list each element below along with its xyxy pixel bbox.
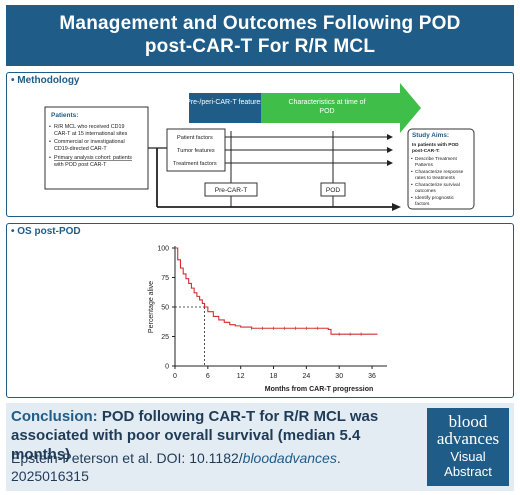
patients-title: Patients:	[51, 112, 78, 119]
arrow-pre-car-t	[189, 93, 261, 123]
conclusion-text: Conclusion: POD following CAR-T for R/R …	[11, 407, 421, 464]
aim-3a: Characterize survival	[415, 182, 460, 188]
svg-text:•: •	[411, 157, 413, 162]
study-aims-box	[407, 128, 475, 210]
conclusion-label: Conclusion:	[11, 408, 98, 425]
arrow-pod-label-1: Characteristics at time of	[288, 99, 365, 106]
arrow-pod	[261, 83, 421, 133]
methodology-diagram: Patients: • R/R MCL who received CD19 CA…	[44, 83, 475, 211]
aim-2b: rates to treatments	[415, 175, 456, 181]
aims-title: Study Aims:	[412, 132, 449, 139]
y-tick-label-100: 100	[157, 246, 169, 253]
y-tick-label-0: 0	[165, 364, 169, 371]
svg-text:•: •	[411, 196, 413, 201]
arrow-pre-label: Pre-/peri-CAR-T features	[186, 99, 264, 106]
pre-car-t-label: Pre-CAR-T	[215, 187, 248, 194]
header-title-line2: post-CAR-T For R/R MCL	[144, 36, 376, 57]
factors-box	[166, 128, 226, 172]
x-tick-label-36: 36	[368, 373, 376, 380]
methodology-panel: • Methodology Patients: • R/R MCL who re…	[6, 72, 514, 217]
survival-curve-0	[175, 247, 378, 335]
x-tick-label-18: 18	[270, 373, 278, 380]
y-tick-label-75: 75	[161, 275, 169, 282]
patients-line-6: with POD post CAR-T	[53, 162, 107, 168]
x-axis-label: Months from CAR-T progression	[265, 386, 374, 393]
svg-text:•: •	[411, 170, 413, 175]
os-panel: • OS post-POD 0 25 50 75 100 0 6 12 18 24 30 36 Mont…	[6, 223, 514, 398]
citation: Epstein-Peterson et al. DOI: 10.1182/blo…	[11, 450, 341, 484]
arrow-pod-label-2: POD	[319, 108, 334, 115]
aim-2a: Characterize response	[415, 169, 464, 175]
journal-name: bloodadvances	[242, 450, 337, 466]
factor-1: Patient factors	[177, 135, 213, 141]
km-chart: 0 25 50 75 100 0 6 12 18 24 30 36 Months from CAR-T …	[148, 246, 387, 393]
factor-2: Tumor features	[177, 148, 215, 154]
conclusion-body: POD following CAR-T for R/R MCL was asso…	[11, 408, 379, 463]
aim-3b: outcomes	[415, 188, 436, 194]
y-tick-label-25: 25	[161, 334, 169, 341]
pre-car-t-box	[204, 182, 258, 197]
header-title-line1: Management and Outcomes Following POD	[59, 13, 461, 34]
aim-4a: Identify prognostic	[415, 195, 455, 201]
x-tick-label-12: 12	[237, 373, 245, 380]
header-banner: Management and Outcomes Following POD po…	[6, 5, 514, 66]
pod-box	[320, 182, 346, 197]
x-tick-label-24: 24	[302, 373, 310, 380]
patients-line-3: Commercial or investigational	[54, 139, 125, 145]
patients-line-5: Primary analysis cohort: patients	[54, 155, 132, 161]
methodology-title: • Methodology	[11, 75, 80, 86]
x-tick-label-6: 6	[206, 373, 210, 380]
y-axis-label: Percentage alive	[148, 281, 155, 333]
aims-sub-2: post-CAR-T:	[412, 148, 440, 154]
svg-text:•: •	[411, 183, 413, 188]
patients-bullet-2: •	[49, 139, 51, 145]
patients-bullet-3: •	[49, 155, 51, 161]
factor-3: Treatment factors	[173, 161, 217, 167]
patients-box	[44, 106, 149, 190]
aim-1a: Describe Treatment	[415, 156, 458, 162]
x-tick-label-30: 30	[335, 373, 343, 380]
patients-bullet-1: •	[49, 124, 51, 130]
x-tick-label-0: 0	[173, 373, 177, 380]
patients-line-2: CAR-T at 15 international sites	[54, 131, 128, 137]
pod-label: POD	[326, 187, 341, 194]
aim-1b: Patterns	[415, 162, 433, 168]
aim-4b: factors	[415, 201, 430, 207]
patients-line-4: CD19-directed CAR-T	[54, 146, 107, 152]
patients-line-1: R/R MCL who received CD19	[54, 124, 125, 130]
os-title: • OS post-POD	[11, 226, 81, 237]
blood-advances-logo: blood advances Visual Abstract	[427, 408, 509, 486]
citation-number: 2025016315	[11, 468, 89, 484]
aims-sub-1: In patients with POD	[412, 142, 459, 148]
y-tick-label-50: 50	[161, 305, 169, 312]
conclusion-panel: Conclusion: POD following CAR-T for R/R …	[6, 403, 514, 491]
